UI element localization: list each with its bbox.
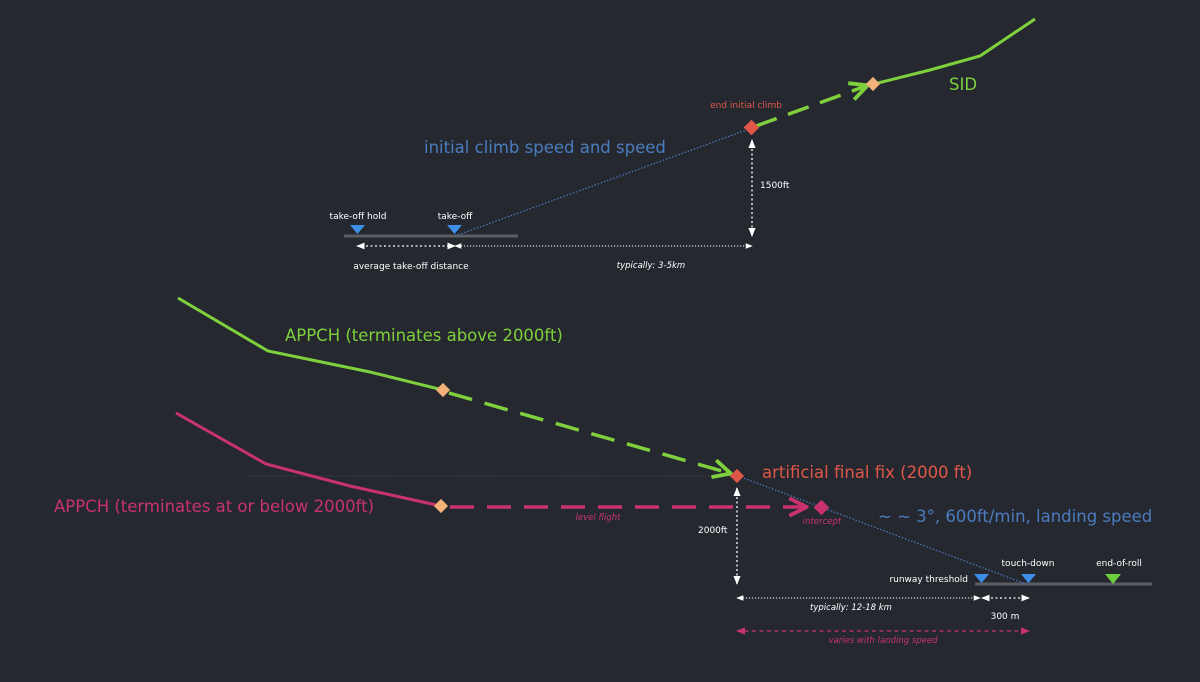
end-of-roll-marker: [1105, 574, 1121, 584]
typical-12-18km-label: typically: 12-18 km: [810, 603, 892, 613]
runway-threshold-marker: [974, 574, 989, 583]
appch-below-label: APPCH (terminates at or below 2000ft): [54, 497, 374, 516]
appch-above-path: [177, 296, 444, 392]
takeoff-label: take-off: [438, 212, 473, 222]
avg-takeoff-distance-label: average take-off distance: [353, 262, 469, 272]
sid-path: [873, 17, 1036, 86]
appch-above-end-fix: [435, 382, 451, 398]
touchdown-300m-label: 300 m: [991, 612, 1020, 622]
sid-start-fix: [865, 76, 881, 92]
touchdown-marker: [1021, 574, 1036, 583]
end-initial-climb-label: end initial climb: [710, 101, 782, 111]
takeoff-marker: [447, 225, 462, 234]
glide-path-label: ~ ~ 3°, 600ft/min, landing speed: [878, 507, 1152, 526]
takeoff-hold-label: take-off hold: [330, 212, 387, 222]
typical-3-5km-label: typically: 3-5km: [617, 261, 685, 271]
runway-threshold-label: runway threshold: [889, 575, 968, 585]
appch-above-dashed: [448, 391, 729, 473]
sid-label: SID: [949, 75, 977, 94]
level-flight-label: level flight: [576, 513, 622, 523]
intercept-fix: [813, 499, 830, 516]
climb-speed-label: initial climb speed and speed: [424, 138, 666, 157]
altitude-1500-label: 1500ft: [760, 181, 790, 191]
intercept-label: intercept: [803, 517, 842, 527]
end-initial-climb-fix: [743, 119, 760, 136]
touchdown-label: touch-down: [1002, 559, 1055, 569]
altitude-2000-label: 2000ft: [698, 526, 728, 536]
appch-above-label: APPCH (terminates above 2000ft): [285, 326, 563, 345]
climb-to-sid-dashed: [755, 86, 866, 128]
appch-below-path: [175, 411, 442, 508]
final-approach-path: [737, 475, 1027, 585]
artificial-final-fix: [729, 468, 745, 484]
end-of-roll-label: end-of-roll: [1096, 559, 1142, 569]
artificial-final-fix-label: artificial final fix (2000 ft): [762, 463, 972, 482]
appch-below-end-fix: [433, 498, 449, 514]
varies-label: varies with landing speed: [828, 636, 938, 646]
takeoff-hold-marker: [350, 225, 365, 234]
